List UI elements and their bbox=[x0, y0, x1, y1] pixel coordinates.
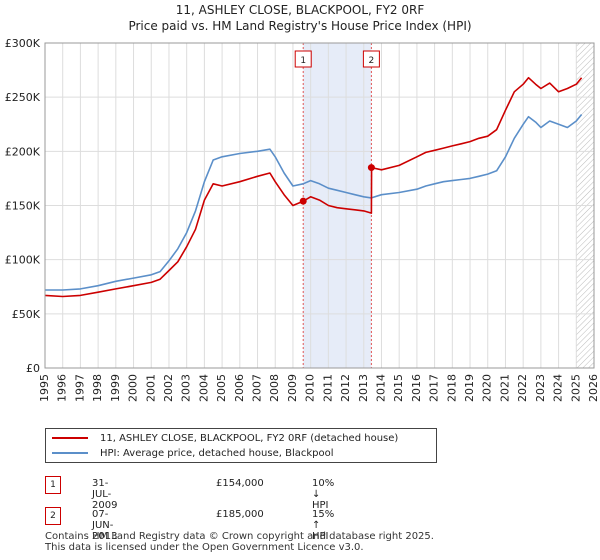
transaction-hpi-change: 15% ↑ HPI bbox=[312, 509, 335, 542]
legend-label-hpi: HPI: Average price, detached house, Blac… bbox=[100, 447, 334, 459]
x-tick-label: 2024 bbox=[552, 374, 565, 402]
x-tick-label: 2019 bbox=[463, 374, 476, 402]
x-tick-label: 2006 bbox=[233, 374, 246, 402]
x-tick-label: 1997 bbox=[73, 374, 86, 402]
x-tick-label: 2022 bbox=[516, 374, 529, 402]
transaction-date: 07-JUN-2013 bbox=[92, 509, 118, 542]
legend-label-property: 11, ASHLEY CLOSE, BLACKPOOL, FY2 0RF (de… bbox=[100, 432, 399, 444]
x-tick-label: 2016 bbox=[410, 374, 423, 402]
x-tick-label: 2017 bbox=[428, 374, 441, 402]
x-tick-label: 1998 bbox=[91, 374, 104, 402]
y-tick-label: £250K bbox=[5, 91, 41, 104]
sale-marker-box bbox=[294, 50, 312, 68]
x-tick-label: 2008 bbox=[268, 374, 281, 402]
x-tick-label: 2002 bbox=[162, 374, 175, 402]
y-tick-label: £200K bbox=[5, 145, 41, 158]
footer-copyright: Contains HM Land Registry data © Crown c… bbox=[45, 531, 434, 542]
chart-title-line2: Price paid vs. HM Land Registry's House … bbox=[128, 19, 472, 33]
legend-item-property: 11, ASHLEY CLOSE, BLACKPOOL, FY2 0RF (de… bbox=[52, 431, 398, 445]
x-tick-label: 2025 bbox=[569, 374, 582, 402]
x-tick-label: 1999 bbox=[109, 374, 122, 402]
transaction-price: £185,000 bbox=[216, 509, 264, 520]
x-tick-label: 2015 bbox=[392, 374, 405, 402]
y-tick-label: £300K bbox=[5, 37, 41, 50]
sale-marker-box bbox=[362, 50, 380, 68]
x-tick-label: 2010 bbox=[304, 374, 317, 402]
footer: Contains HM Land Registry data © Crown c… bbox=[45, 531, 434, 553]
footer-licence: This data is licensed under the Open Gov… bbox=[45, 542, 364, 553]
chart-title-line1: 11, ASHLEY CLOSE, BLACKPOOL, FY2 0RF bbox=[175, 3, 425, 17]
chart-legend: 11, ASHLEY CLOSE, BLACKPOOL, FY2 0RF (de… bbox=[45, 428, 437, 463]
transaction-badge: 2 bbox=[45, 507, 61, 525]
property-series-line bbox=[44, 76, 583, 298]
x-tick-label: 2023 bbox=[534, 374, 547, 402]
x-tick-label: 2004 bbox=[197, 374, 210, 402]
y-tick-label: £100K bbox=[5, 254, 41, 267]
transaction-badge: 1 bbox=[45, 476, 61, 494]
sale-marker-label: 2 bbox=[369, 56, 375, 66]
x-tick-label: 2009 bbox=[286, 374, 299, 402]
legend-line-property bbox=[52, 437, 88, 439]
x-tick-label: 2000 bbox=[127, 374, 140, 402]
transaction-price: £154,000 bbox=[216, 478, 264, 489]
sale-marker-label: 1 bbox=[300, 56, 306, 66]
transaction-date: 31-JUL-2009 bbox=[92, 478, 118, 511]
plot-frame bbox=[44, 42, 595, 369]
x-tick-label: 2013 bbox=[357, 374, 370, 402]
sale-point bbox=[299, 197, 307, 205]
legend-item-hpi: HPI: Average price, detached house, Blac… bbox=[52, 446, 334, 460]
x-tick-label: 2020 bbox=[481, 374, 494, 402]
x-tick-label: 2012 bbox=[339, 374, 352, 402]
hpi-series-line bbox=[45, 113, 583, 291]
y-tick-label: £50K bbox=[12, 308, 41, 321]
sale-point bbox=[367, 164, 375, 172]
y-tick-label: £150K bbox=[5, 200, 41, 213]
x-tick-label: 2007 bbox=[251, 374, 264, 402]
x-tick-label: 2026 bbox=[587, 374, 600, 402]
x-tick-label: 2021 bbox=[498, 374, 511, 402]
x-tick-label: 2001 bbox=[144, 374, 157, 402]
x-tick-label: 2011 bbox=[321, 374, 334, 402]
x-tick-label: 1995 bbox=[38, 374, 51, 402]
x-tick-label: 2005 bbox=[215, 374, 228, 402]
transaction-hpi-change: 10% ↓ HPI bbox=[312, 478, 335, 511]
x-tick-label: 1996 bbox=[56, 374, 69, 402]
y-tick-label: £0 bbox=[26, 362, 40, 375]
x-tick-label: 2003 bbox=[180, 374, 193, 402]
x-tick-label: 2018 bbox=[445, 374, 458, 402]
price-chart: 1 2 £0 £50K £100K £150K £200K £250K £300K 1995 199… bbox=[5, 37, 600, 402]
x-tick-label: 2014 bbox=[374, 374, 387, 402]
legend-line-hpi bbox=[52, 452, 88, 454]
